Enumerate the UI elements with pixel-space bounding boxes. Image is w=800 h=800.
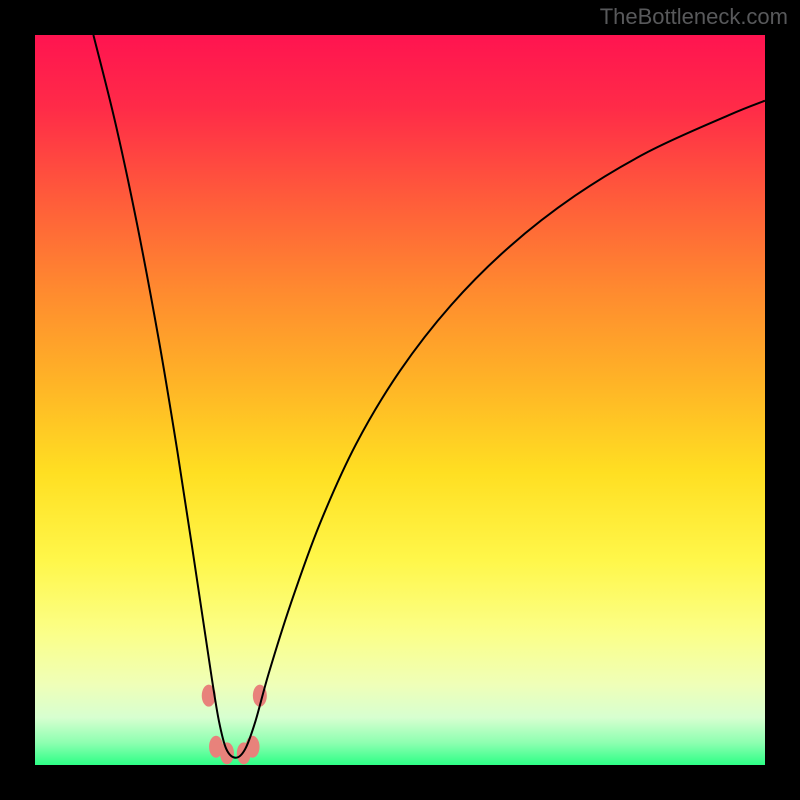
curve-markers: [202, 685, 267, 765]
chart-container: TheBottleneck.com: [0, 0, 800, 800]
curve-marker: [220, 742, 234, 764]
curve-marker: [246, 736, 260, 758]
curve-line: [93, 35, 765, 758]
bottleneck-curve: [35, 35, 765, 765]
plot-area: [35, 35, 765, 765]
watermark-text: TheBottleneck.com: [600, 4, 788, 30]
